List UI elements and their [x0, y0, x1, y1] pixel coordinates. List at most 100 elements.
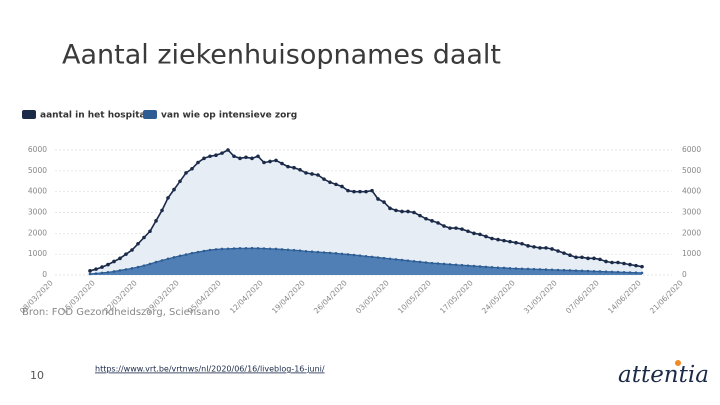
point: [94, 272, 98, 275]
point: [160, 208, 164, 213]
point: [154, 219, 158, 223]
point: [118, 269, 122, 272]
y2-tick-label: 1000: [682, 249, 701, 258]
point: [112, 270, 116, 273]
point: [358, 254, 362, 257]
point: [610, 270, 614, 274]
point: [382, 256, 386, 260]
point: [274, 158, 278, 163]
point: [268, 247, 272, 251]
point: [538, 268, 542, 271]
point: [514, 240, 518, 245]
point: [250, 156, 254, 161]
point: [412, 259, 416, 263]
point: [562, 268, 566, 272]
point: [412, 210, 416, 215]
point: [484, 234, 488, 239]
point: [184, 171, 188, 175]
point: [286, 248, 290, 252]
point: [424, 261, 428, 264]
point: [598, 257, 602, 262]
point: [160, 259, 164, 262]
point: [196, 250, 200, 254]
point: [256, 154, 260, 159]
point: [406, 209, 410, 214]
point: [430, 219, 434, 223]
point: [364, 189, 368, 194]
point: [460, 227, 464, 231]
point: [316, 250, 320, 254]
point: [550, 247, 554, 251]
point: [178, 179, 182, 184]
point: [508, 267, 512, 270]
point: [526, 267, 530, 271]
link[interactable]: https://www.vrt.be/vrtnws/nl/2020/06/16/…: [95, 365, 325, 374]
point: [616, 260, 620, 265]
point: [166, 257, 170, 261]
point: [238, 247, 242, 250]
point: [622, 270, 626, 274]
point: [436, 262, 440, 265]
point: [430, 261, 434, 265]
point: [508, 239, 512, 244]
point: [586, 256, 590, 261]
point: [496, 266, 500, 270]
point: [448, 263, 452, 266]
point: [130, 248, 134, 252]
point: [364, 254, 368, 258]
point: [628, 271, 632, 274]
point: [544, 246, 548, 250]
point: [640, 271, 644, 275]
point: [394, 258, 398, 261]
point: [154, 260, 158, 264]
point: [436, 221, 440, 225]
point: [196, 160, 200, 165]
point: [358, 189, 362, 194]
point: [142, 264, 146, 267]
point: [394, 208, 398, 213]
point: [106, 270, 110, 274]
point: [616, 270, 620, 274]
point: [388, 257, 392, 261]
point: [598, 270, 602, 273]
point: [232, 154, 236, 159]
point: [250, 246, 254, 250]
point: [226, 148, 230, 152]
y2-tick-label: 4000: [682, 187, 701, 196]
y2-tick-label: 2000: [682, 228, 701, 237]
point: [310, 250, 314, 253]
point: [418, 260, 422, 264]
point: [574, 269, 578, 272]
point: [580, 255, 584, 260]
y2-tick-label: 6000: [682, 145, 701, 154]
point: [124, 252, 128, 256]
legend-swatch: [143, 110, 157, 119]
point: [274, 247, 278, 251]
point: [328, 251, 332, 255]
point: [544, 268, 548, 271]
y-tick-label: 6000: [28, 145, 47, 154]
point: [298, 249, 302, 252]
point: [352, 253, 356, 257]
point: [520, 241, 524, 246]
point: [406, 259, 410, 262]
point: [190, 166, 194, 171]
point: [214, 153, 218, 158]
area: [90, 150, 642, 275]
point: [118, 256, 122, 261]
point: [388, 206, 392, 211]
point: [136, 241, 140, 246]
point: [322, 251, 326, 254]
point: [586, 269, 590, 273]
point: [184, 253, 188, 256]
point: [346, 188, 350, 193]
point: [292, 165, 296, 170]
point: [562, 251, 566, 255]
y-tick-label: 3000: [28, 208, 47, 217]
point: [376, 256, 380, 259]
y-tick-label: 2000: [28, 228, 47, 237]
point: [466, 264, 470, 267]
point: [568, 269, 572, 272]
point: [340, 252, 344, 256]
point: [604, 270, 608, 273]
